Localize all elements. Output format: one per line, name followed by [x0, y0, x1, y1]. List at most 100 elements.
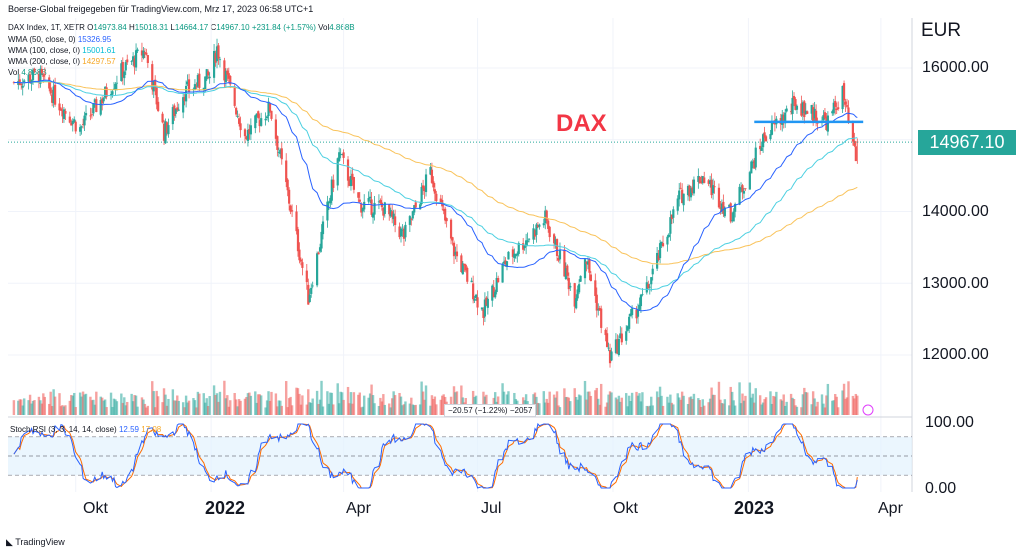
- candle-body: [246, 129, 250, 141]
- volume-bar: [751, 393, 755, 415]
- candle-body: [629, 313, 632, 317]
- candle-body: [243, 129, 247, 137]
- candle-body: [196, 75, 199, 87]
- candle-body: [102, 98, 105, 102]
- volume-bar: [651, 405, 654, 415]
- volume-bar: [452, 386, 456, 415]
- volume-bar: [548, 391, 551, 415]
- candle-body: [235, 107, 238, 115]
- candle-body: [813, 108, 816, 119]
- volume-bar: [772, 395, 775, 415]
- candle-body: [803, 101, 806, 118]
- candle-body: [638, 304, 641, 310]
- volume-bar: [816, 401, 819, 415]
- volume-bar: [599, 383, 603, 415]
- candle-body: [389, 209, 392, 217]
- candle-body: [573, 283, 576, 307]
- symbol-name[interactable]: DAX Index, 1T, XETR: [8, 23, 85, 32]
- candle-body: [700, 181, 703, 183]
- volume-bar: [340, 392, 344, 415]
- volume-bar: [629, 401, 632, 415]
- x-tick-label: 2022: [205, 498, 246, 518]
- candle-body: [195, 86, 198, 88]
- candle-body: [318, 247, 322, 252]
- volume-bar: [115, 401, 119, 415]
- volume-bar: [729, 386, 732, 415]
- wma200-legend[interactable]: WMA (200, close, 0) 14297.57: [8, 57, 116, 67]
- stoch-rsi-k-line: [13, 422, 858, 489]
- candle-body: [480, 307, 484, 310]
- volume-bar: [218, 391, 222, 415]
- wma50-line: [13, 79, 858, 312]
- volume-bar: [692, 393, 696, 415]
- candle-body: [454, 251, 457, 255]
- volume-bar: [114, 399, 117, 415]
- volume-bar: [62, 406, 66, 415]
- volume-bar: [825, 395, 828, 415]
- candle-body: [54, 84, 57, 105]
- candle-body: [502, 261, 506, 264]
- volume-bar: [89, 396, 92, 415]
- volume-bar: [435, 404, 438, 415]
- volume-bar: [753, 402, 756, 415]
- volume-bar: [289, 396, 292, 415]
- volume-bar: [287, 398, 291, 415]
- wma100-legend[interactable]: WMA (100, close, 0) 15001.61: [8, 46, 116, 56]
- candle-body: [669, 217, 672, 234]
- volume-bar: [245, 396, 248, 415]
- candle-body: [650, 277, 653, 285]
- candle-body: [770, 121, 774, 135]
- candle-body: [825, 116, 828, 131]
- volume-bar: [126, 401, 129, 415]
- volume-bar: [103, 399, 107, 415]
- volume-bar: [413, 405, 416, 415]
- volume-bar: [501, 383, 504, 415]
- volume-bar: [589, 395, 593, 415]
- volume-bar: [371, 395, 375, 415]
- volume-bar: [176, 395, 179, 415]
- candle-body: [99, 100, 102, 115]
- candle-body: [660, 241, 663, 246]
- candle-body: [739, 187, 743, 190]
- volume-bar: [12, 400, 16, 415]
- candle-body: [678, 190, 681, 200]
- candle-body: [566, 265, 569, 276]
- volume-bar: [123, 397, 126, 415]
- volume-bar: [538, 403, 541, 415]
- volume-bar: [184, 395, 188, 415]
- candle-body: [473, 299, 476, 301]
- candle-body: [346, 159, 350, 181]
- volume-bar: [676, 393, 679, 415]
- footer-brand[interactable]: ◣ TradingView: [6, 537, 65, 548]
- volume-bar: [701, 399, 704, 415]
- candle-body: [321, 221, 325, 235]
- candle-body: [728, 204, 731, 207]
- symbol-legend-row: DAX Index, 1T, XETR O14973.84 H15018.31 …: [8, 23, 355, 33]
- volume-bar: [43, 396, 46, 415]
- candle-body: [255, 113, 258, 117]
- volume-bar: [626, 406, 629, 415]
- volume-bar: [666, 396, 669, 415]
- candle-body: [681, 189, 684, 204]
- volume-bar: [49, 391, 52, 415]
- volume-bar: [605, 402, 609, 415]
- volume-bar: [689, 396, 693, 415]
- candle-body: [795, 105, 799, 110]
- candle-body: [164, 121, 167, 144]
- volume-bar: [576, 399, 579, 415]
- volume-bar: [439, 399, 442, 415]
- volume-bar: [48, 403, 51, 415]
- volume-bar: [377, 405, 381, 415]
- volume-bar: [390, 398, 394, 415]
- candle-body: [146, 55, 149, 63]
- candle-body: [720, 203, 723, 212]
- wma50-legend[interactable]: WMA (50, close, 0) 15326.95: [8, 35, 111, 45]
- volume-bar: [367, 397, 370, 415]
- stoch-rsi-legend[interactable]: Stoch RSI (3, 3, 14, 14, close) 12.59 17…: [10, 425, 161, 434]
- volume-bar: [760, 404, 763, 415]
- candle-body: [547, 220, 550, 229]
- candle-body: [741, 185, 744, 192]
- candle-body: [648, 286, 651, 288]
- volume-bar: [639, 401, 643, 415]
